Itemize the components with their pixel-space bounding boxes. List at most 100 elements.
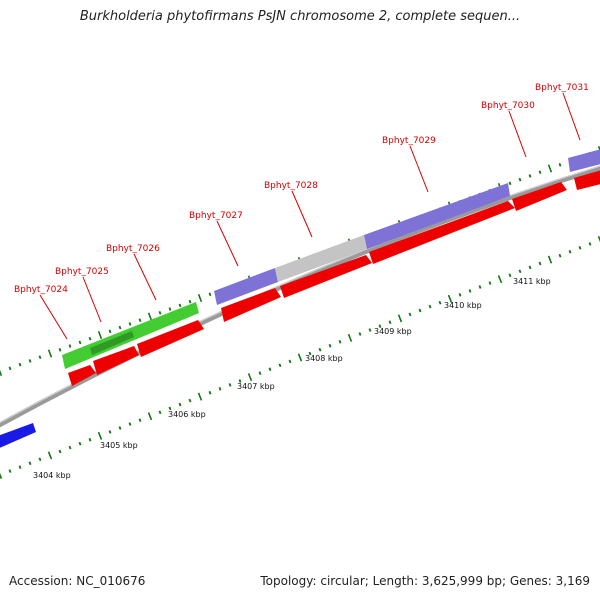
scale-tick-37 [368, 328, 372, 332]
scale-tick-34 [338, 340, 342, 344]
feature-purple-bar-3[interactable] [568, 148, 600, 172]
upper-tick-56 [558, 162, 562, 167]
scale-tick-52 [518, 269, 522, 274]
cds-arrow-7028[interactable] [280, 255, 372, 298]
scale-tick-11 [108, 430, 112, 434]
cds-arrow-7030[interactable] [512, 182, 567, 211]
upper-tick-9 [88, 336, 92, 341]
scale-tick-4 [38, 457, 42, 462]
leader-7024 [39, 294, 68, 340]
upper-tick-55 [547, 164, 553, 173]
gene-label-7027[interactable]: Bphyt_7027 [189, 211, 243, 221]
scale-tick-7 [68, 445, 72, 450]
map-title: Burkholderia phytofirmans PsJN chromosom… [79, 9, 521, 24]
scale-tick-39 [388, 320, 392, 325]
kbp-label-3408: 3408 kbp [305, 354, 343, 363]
scale-tick-32 [318, 347, 322, 352]
cds-arrow-7027[interactable] [221, 288, 281, 322]
scale-tick-14 [138, 418, 142, 422]
scale-tick-53 [528, 265, 532, 270]
topology-summary-text: Topology: circular; Length: 3,625,999 bp… [260, 574, 590, 588]
gene-label-7031[interactable]: Bphyt_7031 [535, 83, 589, 93]
scale-tick-51 [508, 273, 512, 278]
scale-tick-1 [8, 469, 12, 473]
scale-tick-6 [58, 449, 62, 454]
cds-arrow-7025[interactable] [93, 346, 139, 375]
upper-tick-53 [528, 174, 532, 178]
scale-tick-10 [97, 431, 103, 440]
cds-arrow-7024[interactable] [68, 365, 96, 386]
upper-tick-14 [138, 318, 142, 323]
scale-tick-43 [428, 304, 432, 309]
cds-arrow-7026[interactable] [137, 320, 204, 357]
scale-tick-35 [347, 333, 353, 342]
kbp-label-3410: 3410 kbp [444, 301, 482, 310]
upper-tick-15 [147, 312, 153, 321]
gene-label-7026[interactable]: Bphyt_7026 [106, 244, 160, 254]
leader-7025 [82, 276, 102, 323]
upper-tick-51 [508, 181, 512, 186]
leader-7029 [409, 145, 429, 193]
kbp-label-3405: 3405 kbp [100, 441, 138, 450]
gene-label-7030[interactable]: Bphyt_7030 [481, 101, 535, 111]
scale-tick-27 [268, 367, 272, 372]
upper-tick-6 [58, 347, 62, 352]
gene-label-7024[interactable]: Bphyt_7024 [14, 285, 68, 295]
leader-7028 [291, 190, 313, 238]
scale-tick-57 [568, 249, 572, 254]
scale-tick-31 [308, 351, 312, 356]
scale-tick-3 [28, 461, 32, 466]
gene-label-7025[interactable]: Bphyt_7025 [55, 267, 109, 277]
upper-tick-16 [158, 310, 162, 315]
scale-tick-21 [208, 390, 212, 395]
scale-tick-46 [458, 293, 462, 297]
scale-tick-40 [397, 314, 403, 323]
upper-tick-1 [8, 366, 12, 371]
gene-leader-lines [39, 92, 581, 340]
feature-grey-bar[interactable] [275, 235, 367, 282]
scale-tick-16 [158, 410, 162, 415]
upper-tick-0 [0, 369, 3, 377]
scale-tick-15 [147, 412, 153, 421]
chromosome-backbone [0, 165, 600, 428]
feature-purple-bar-2[interactable] [364, 183, 510, 249]
scale-tick-41 [408, 312, 412, 317]
upper-tick-19 [188, 299, 192, 304]
gene-label-7029[interactable]: Bphyt_7029 [382, 136, 436, 146]
gene-label-7028[interactable]: Bphyt_7028 [264, 181, 318, 191]
scale-tick-56 [558, 253, 562, 258]
feature-purple-bar-1[interactable] [214, 268, 278, 305]
scale-tick-55 [547, 255, 553, 264]
scale-tick-row [0, 235, 600, 480]
accession-text: Accession: NC_010676 [9, 574, 146, 588]
scale-tick-17 [168, 406, 172, 411]
feature-blue-bar[interactable] [0, 423, 36, 450]
scale-tick-58 [578, 246, 582, 250]
scale-tick-33 [328, 343, 332, 348]
scale-tick-13 [128, 422, 132, 426]
feature-green-inner-bar[interactable] [90, 331, 134, 355]
scale-tick-2 [18, 465, 22, 469]
gene-labels: Bphyt_7024 Bphyt_7025 Bphyt_7026 Bphyt_7… [14, 83, 589, 295]
scale-labels: 3404 kbp 3405 kbp 3406 kbp 3407 kbp 3408… [33, 277, 551, 480]
scale-tick-48 [478, 285, 482, 289]
leader-7030 [508, 110, 527, 158]
cds-track [68, 169, 600, 386]
scale-tick-60 [597, 235, 600, 243]
upper-tick-2 [18, 362, 22, 367]
scale-tick-5 [47, 451, 53, 460]
kbp-label-3407: 3407 kbp [237, 382, 275, 391]
upper-tick-60 [597, 145, 600, 153]
cds-arrow-7031[interactable] [574, 169, 600, 190]
scale-tick-12 [118, 426, 122, 430]
scale-tick-18 [178, 402, 182, 407]
scale-tick-42 [418, 308, 422, 313]
scale-tick-54 [538, 261, 542, 266]
upper-tick-18 [178, 303, 182, 308]
cds-arrow-7029[interactable] [369, 201, 515, 264]
kbp-label-3404: 3404 kbp [33, 471, 71, 480]
upper-tick-4 [38, 355, 42, 360]
scale-tick-24 [238, 379, 242, 383]
upper-tick-11 [108, 329, 112, 334]
